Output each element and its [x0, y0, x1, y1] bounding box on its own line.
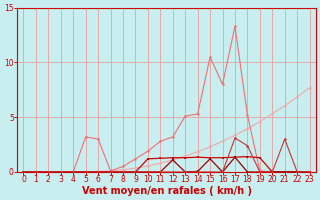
X-axis label: Vent moyen/en rafales ( km/h ): Vent moyen/en rafales ( km/h )	[82, 186, 252, 196]
